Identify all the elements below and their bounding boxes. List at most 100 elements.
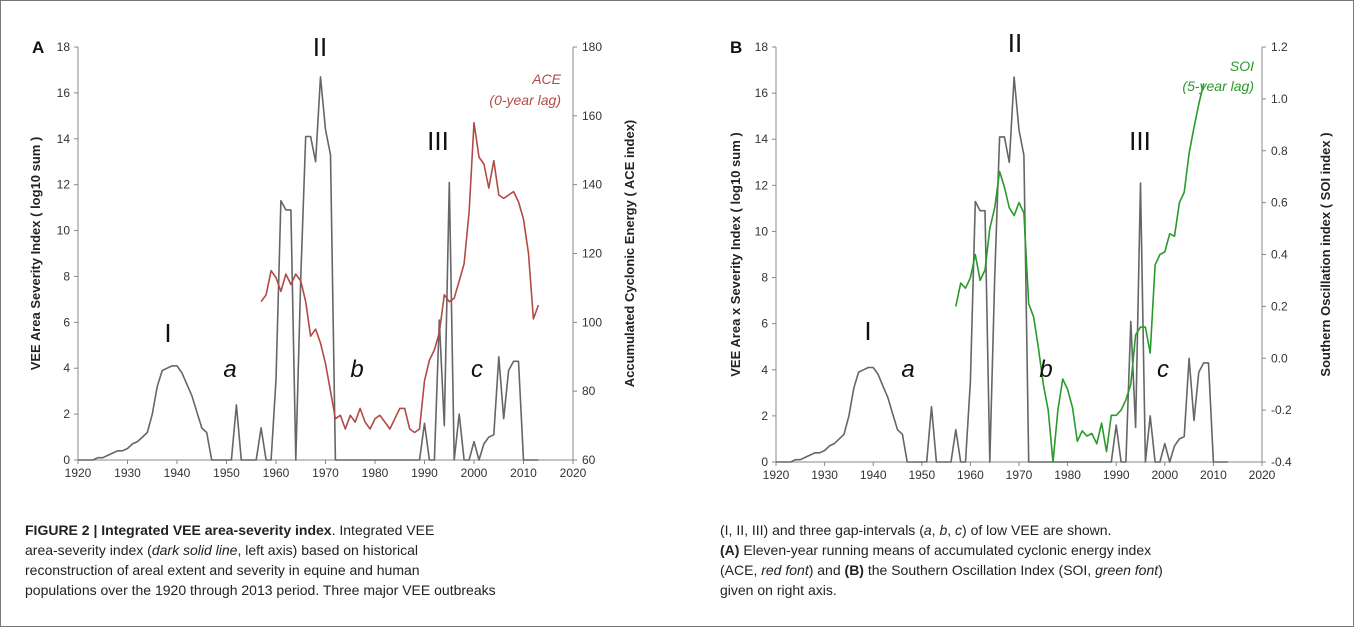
x-tick-label: 2020: [1249, 468, 1276, 482]
caption-bold: (A): [720, 542, 739, 558]
x-tick-label: 2000: [461, 466, 488, 480]
y2-axis-title: Accumulated Cyclonic Energy ( ACE index): [622, 120, 637, 388]
caption-right-line-4: given on right axis.: [720, 580, 1340, 600]
caption-left-line-3: reconstruction of areal extent and sever…: [25, 560, 645, 580]
x-tick-label: 1990: [411, 466, 438, 480]
caption-text: (I, II, III) and three gap-intervals (: [720, 522, 924, 538]
y-tick-label: 4: [761, 363, 768, 377]
caption-right-line-2: (A) Eleven-year running means of accumul…: [720, 540, 1340, 560]
y2-axis-title: Southern Oscillation index ( SOI index ): [1318, 132, 1333, 376]
caption-italic: c: [955, 522, 962, 538]
gap-label: c: [1157, 356, 1169, 383]
outbreak-label: III: [1129, 126, 1151, 156]
y-tick-label: 18: [755, 40, 769, 54]
x-tick-label: 1980: [1054, 468, 1081, 482]
y-tick-label: 6: [761, 317, 768, 331]
y-tick-label: 16: [57, 86, 71, 100]
x-tick-label: 1920: [65, 466, 92, 480]
series-label: (5-year lag): [1182, 78, 1254, 94]
x-tick-label: 1970: [312, 466, 339, 480]
x-tick-label: 2010: [1200, 468, 1227, 482]
y-tick-label: 0: [63, 453, 70, 467]
y-tick-label: 10: [755, 224, 769, 238]
caption-bold: (B): [845, 562, 864, 578]
x-tick-label: 1990: [1103, 468, 1130, 482]
y2-tick-label: 80: [582, 384, 596, 398]
y-tick-label: 16: [755, 86, 769, 100]
caption-text: area-severity index (: [25, 542, 152, 558]
y-tick-label: 12: [755, 178, 769, 192]
y-tick-label: 10: [57, 224, 71, 238]
y2-tick-label: -0.2: [1271, 403, 1292, 417]
y2-tick-label: 0.4: [1271, 248, 1288, 262]
x-tick-label: 1960: [957, 468, 984, 482]
panel-letter: A: [32, 38, 44, 57]
x-tick-label: 2010: [510, 466, 537, 480]
outbreak-label: II: [1008, 28, 1022, 58]
caption-left-line-1: FIGURE 2 | Integrated VEE area-severity …: [25, 520, 645, 540]
gap-label: b: [1039, 356, 1052, 383]
x-tick-label: 1940: [860, 468, 887, 482]
y2-tick-label: 160: [582, 109, 602, 123]
y2-tick-label: 140: [582, 178, 602, 192]
y-tick-label: 2: [761, 409, 768, 423]
gap-label: a: [901, 356, 914, 383]
y-tick-label: 0: [761, 455, 768, 469]
series-vee-line: [78, 77, 538, 460]
series-soi-line: [956, 83, 1204, 462]
x-tick-label: 1930: [114, 466, 141, 480]
y-tick-label: 8: [63, 269, 70, 283]
y2-tick-label: 100: [582, 315, 602, 329]
caption-text: ,: [947, 522, 955, 538]
y-tick-label: 12: [57, 178, 71, 192]
y-axis-title: VEE Area x Severity Index ( log10 sum ): [728, 132, 743, 376]
caption-right-line-1: (I, II, III) and three gap-intervals (a,…: [720, 520, 1340, 540]
x-tick-label: 1960: [263, 466, 290, 480]
x-tick-label: 1950: [908, 468, 935, 482]
outbreak-label: I: [864, 316, 871, 346]
caption-italic: green font: [1095, 562, 1158, 578]
outbreak-label: I: [164, 318, 171, 348]
caption-text: ) of low VEE are shown.: [962, 522, 1111, 538]
x-tick-label: 2000: [1151, 468, 1178, 482]
y2-tick-label: 0.6: [1271, 196, 1288, 210]
caption-italic: red font: [761, 562, 808, 578]
gap-label: a: [223, 356, 236, 383]
gap-label: b: [350, 356, 363, 383]
series-vee-line: [776, 77, 1228, 462]
y2-tick-label: 60: [582, 453, 596, 467]
y2-tick-label: 0.2: [1271, 299, 1288, 313]
y2-tick-label: -0.4: [1271, 455, 1292, 469]
caption-italic: a: [924, 522, 932, 538]
caption-left: FIGURE 2 | Integrated VEE area-severity …: [25, 520, 645, 600]
x-tick-label: 1920: [763, 468, 790, 482]
series-label: (0-year lag): [489, 92, 561, 108]
y-tick-label: 14: [57, 132, 71, 146]
series-label: SOI: [1230, 58, 1254, 74]
panel-a: 1920 1930 1940 1950 1960 1970 1980 1990 2000 2010…: [28, 32, 637, 480]
outbreak-label: II: [313, 32, 327, 62]
caption-text: (ACE,: [720, 562, 761, 578]
y-tick-label: 14: [755, 132, 769, 146]
figure-charts: 1920 1930 1940 1950 1960 1970 1980 1990 2000 2010…: [0, 0, 1354, 500]
caption-italic: dark solid line: [152, 542, 238, 558]
x-tick-label: 1980: [362, 466, 389, 480]
caption-left-line-2: area-severity index (dark solid line, le…: [25, 540, 645, 560]
y2-tick-label: 0.0: [1271, 351, 1288, 365]
caption-text: ) and: [809, 562, 845, 578]
y2-tick-label: 180: [582, 40, 602, 54]
x-tick-label: 1930: [811, 468, 838, 482]
caption-right: (I, II, III) and three gap-intervals (a,…: [720, 520, 1340, 600]
gap-label: c: [471, 356, 483, 383]
caption-figure-title: FIGURE 2 | Integrated VEE area-severity …: [25, 522, 332, 538]
panel-b: 1920 1930 1940 1950 1960 1970 1980 1990 2000 2010…: [728, 28, 1333, 482]
y-tick-label: 2: [63, 407, 70, 421]
x-tick-label: 1940: [164, 466, 191, 480]
y-tick-label: 4: [63, 361, 70, 375]
caption-left-line-4: populations over the 1920 through 2013 p…: [25, 580, 645, 600]
y2-tick-label: 0.8: [1271, 144, 1288, 158]
y-axis-title: VEE Area Severity Index ( log10 sum ): [28, 137, 43, 371]
caption-text: . Integrated VEE: [332, 522, 435, 538]
y-tick-label: 8: [761, 271, 768, 285]
y2-tick-label: 1.0: [1271, 92, 1288, 106]
